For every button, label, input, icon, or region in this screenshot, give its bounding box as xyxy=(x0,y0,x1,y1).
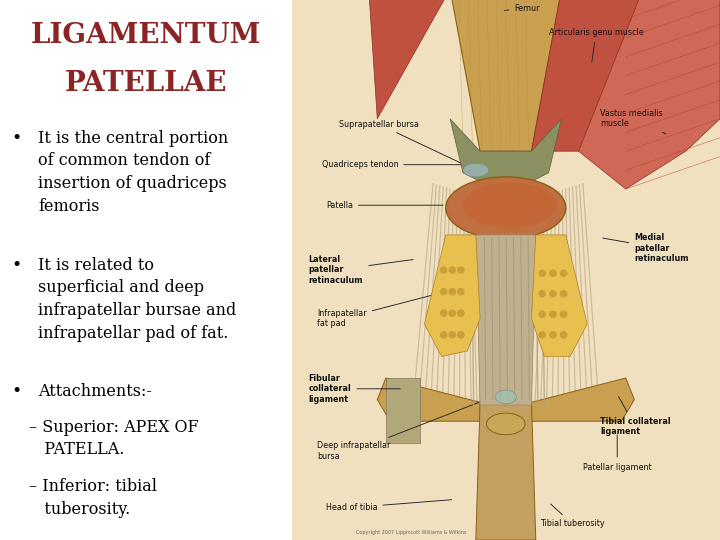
Ellipse shape xyxy=(440,266,448,274)
Text: Tibial collateral
ligament: Tibial collateral ligament xyxy=(600,396,670,436)
Text: Femur: Femur xyxy=(504,4,540,12)
Text: Tibial tuberosity: Tibial tuberosity xyxy=(540,504,605,528)
Text: Deep infrapatellar
bursa: Deep infrapatellar bursa xyxy=(318,398,490,461)
Text: Attachments:-: Attachments:- xyxy=(38,383,152,400)
Ellipse shape xyxy=(457,309,464,317)
Ellipse shape xyxy=(487,413,525,435)
Ellipse shape xyxy=(549,290,557,298)
Polygon shape xyxy=(450,0,562,151)
Text: It is related to
superficial and deep
infrapatellar bursae and
infrapatellar pad: It is related to superficial and deep in… xyxy=(38,256,236,342)
Text: Articularis genu muscle: Articularis genu muscle xyxy=(549,28,644,62)
Polygon shape xyxy=(386,378,420,443)
Text: Copyright 2007 Lippincott Williams & Wilkins: Copyright 2007 Lippincott Williams & Wil… xyxy=(356,530,467,535)
Ellipse shape xyxy=(449,266,456,274)
Ellipse shape xyxy=(449,288,456,295)
Ellipse shape xyxy=(440,288,448,295)
Ellipse shape xyxy=(539,269,546,277)
Ellipse shape xyxy=(539,331,546,339)
Ellipse shape xyxy=(449,331,456,339)
Ellipse shape xyxy=(463,163,489,177)
Text: •: • xyxy=(12,130,22,146)
Polygon shape xyxy=(579,0,720,189)
Ellipse shape xyxy=(549,310,557,318)
Polygon shape xyxy=(531,235,588,356)
Text: It is the central portion
of common tendon of
insertion of quadriceps
femoris: It is the central portion of common tend… xyxy=(38,130,228,215)
Text: •: • xyxy=(12,256,22,273)
Polygon shape xyxy=(531,378,634,421)
Text: Vastus medialis
muscle: Vastus medialis muscle xyxy=(600,109,666,134)
Text: Patella: Patella xyxy=(326,201,443,210)
Ellipse shape xyxy=(440,309,448,317)
Text: •: • xyxy=(12,383,22,400)
Text: Fibular
collateral
ligament: Fibular collateral ligament xyxy=(309,374,400,404)
Ellipse shape xyxy=(440,331,448,339)
Ellipse shape xyxy=(549,269,557,277)
Polygon shape xyxy=(377,378,480,421)
Ellipse shape xyxy=(446,177,566,239)
Ellipse shape xyxy=(457,288,464,295)
Ellipse shape xyxy=(539,290,546,298)
Ellipse shape xyxy=(457,266,464,274)
Text: Patellar ligament: Patellar ligament xyxy=(583,435,652,471)
Ellipse shape xyxy=(449,309,456,317)
Text: Lateral
patellar
retinaculum: Lateral patellar retinaculum xyxy=(309,255,413,285)
Text: Quadriceps tendon: Quadriceps tendon xyxy=(322,160,477,169)
Ellipse shape xyxy=(559,331,567,339)
Text: Infrapatellar
fat pad: Infrapatellar fat pad xyxy=(318,292,443,328)
Polygon shape xyxy=(369,0,450,119)
Text: Medial
patellar
retinaculum: Medial patellar retinaculum xyxy=(603,233,689,264)
Text: – Inferior: tibial
   tuberosity.: – Inferior: tibial tuberosity. xyxy=(30,478,157,518)
Text: Head of tibia: Head of tibia xyxy=(326,500,451,512)
FancyBboxPatch shape xyxy=(292,0,720,540)
Ellipse shape xyxy=(457,331,464,339)
Polygon shape xyxy=(450,119,562,184)
Ellipse shape xyxy=(495,390,516,404)
Ellipse shape xyxy=(559,290,567,298)
Ellipse shape xyxy=(559,269,567,277)
Polygon shape xyxy=(476,235,536,405)
Text: LIGAMENTUM: LIGAMENTUM xyxy=(31,22,261,49)
Text: PATELLAE: PATELLAE xyxy=(65,70,227,97)
Ellipse shape xyxy=(463,183,557,228)
Ellipse shape xyxy=(539,310,546,318)
Ellipse shape xyxy=(559,310,567,318)
Text: – Superior: APEX OF
   PATELLA.: – Superior: APEX OF PATELLA. xyxy=(30,418,199,458)
Polygon shape xyxy=(424,235,480,356)
Ellipse shape xyxy=(549,331,557,339)
Text: Suprapatellar bursa: Suprapatellar bursa xyxy=(338,120,473,169)
Polygon shape xyxy=(531,0,643,151)
Polygon shape xyxy=(476,402,536,540)
